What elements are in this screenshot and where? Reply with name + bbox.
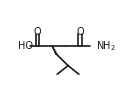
Text: NH$_2$: NH$_2$ (96, 39, 115, 53)
Text: O: O (76, 27, 84, 37)
Text: HO: HO (18, 41, 33, 51)
Text: O: O (34, 27, 41, 37)
